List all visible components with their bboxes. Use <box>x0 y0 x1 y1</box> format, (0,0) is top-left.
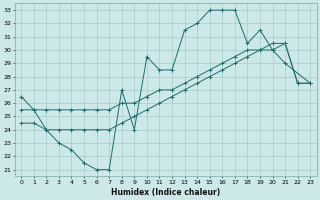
X-axis label: Humidex (Indice chaleur): Humidex (Indice chaleur) <box>111 188 220 197</box>
